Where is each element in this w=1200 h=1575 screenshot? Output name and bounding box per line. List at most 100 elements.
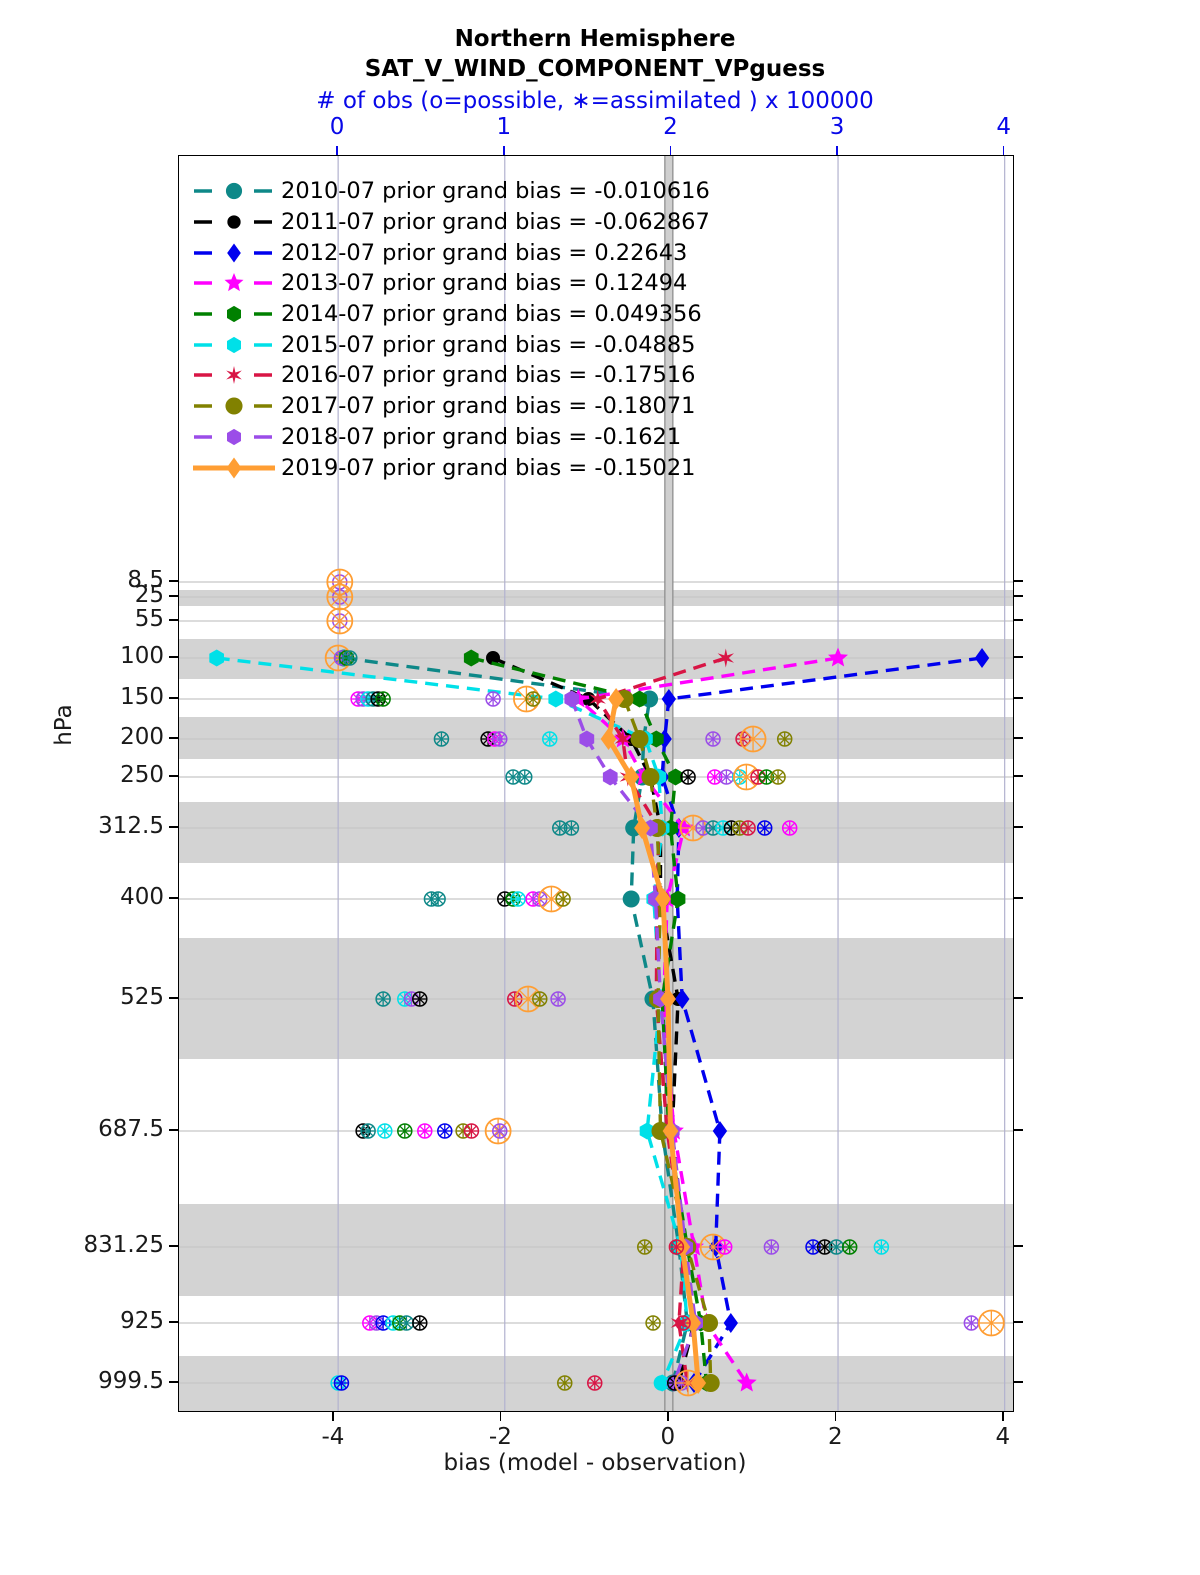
- obs-marker-2012: [437, 1123, 453, 1139]
- layer-shading-band: [179, 717, 1013, 759]
- pressure-tick-label: 525: [120, 984, 164, 1010]
- pressure-tick: [169, 1381, 178, 1383]
- obs-marker-2018: [763, 1239, 780, 1255]
- obs-marker-2019: [326, 607, 354, 635]
- figure-subtitle: SAT_V_WIND_COMPONENT_VPguess: [364, 56, 826, 82]
- obs-marker-2010: [433, 731, 450, 747]
- obs-tick-label: 4: [996, 114, 1011, 140]
- legend-label-2015: 2015-07 prior grand bias = -0.04885: [281, 331, 696, 358]
- layer-shading-band: [179, 1204, 1013, 1296]
- obs-marker-2016: [463, 1123, 480, 1139]
- legend-entry-2010: 2010-07 prior grand bias = -0.010616: [191, 176, 710, 207]
- series-line-2018: [570, 698, 698, 1384]
- pressure-tick: [169, 775, 178, 777]
- legend-sample-2018: [194, 428, 272, 445]
- obs-marker-2018: [550, 991, 566, 1007]
- bias-marker-2016: [589, 689, 606, 709]
- bias-marker-2019: [623, 766, 640, 788]
- pressure-tick-label: 100: [120, 643, 164, 669]
- bias-marker-2017: [651, 1122, 670, 1140]
- obs-marker-2015: [542, 731, 558, 747]
- obs-marker-2014: [375, 691, 391, 707]
- legend-sample-2012: [194, 243, 272, 263]
- bias-marker-2019: [634, 817, 650, 839]
- legend-entry-2015: 2015-07 prior grand bias = -0.04885: [191, 329, 710, 360]
- obs-axis-label: # of obs (o=possible, ∗=assimilated ) x …: [316, 88, 874, 114]
- bias-marker-2016: [717, 648, 734, 668]
- bias-marker-2019: [660, 988, 676, 1010]
- legend-entry-2013: 2013-07 prior grand bias = 0.12494: [191, 268, 710, 299]
- obs-marker-2010: [375, 991, 391, 1007]
- bias-marker-2017: [641, 768, 660, 786]
- pressure-tick: [169, 997, 178, 999]
- obs-marker-2013: [781, 820, 798, 836]
- legend-sample-2019: [193, 457, 275, 478]
- legend-sample-2011: [194, 215, 272, 229]
- legend-label-2017: 2017-07 prior grand bias = -0.18071: [281, 393, 696, 420]
- obs-marker-2019: [977, 1309, 1005, 1337]
- legend-sample-2010: [194, 183, 272, 200]
- bias-marker-2010: [622, 890, 640, 908]
- obs-marker-2017: [770, 769, 786, 785]
- obs-marker-2017: [636, 1239, 653, 1255]
- pressure-tick-right: [1014, 1245, 1023, 1247]
- pressure-tick: [169, 737, 178, 739]
- pressure-tick-right: [1014, 595, 1023, 597]
- legend-marker-2010: [225, 183, 243, 200]
- legend-label-2014: 2014-07 prior grand bias = 0.049356: [281, 301, 702, 328]
- obs-marker-2018: [963, 1315, 980, 1331]
- bias-tick: [667, 1412, 669, 1421]
- obs-marker-2011: [723, 820, 740, 836]
- pressure-tick-right: [1014, 826, 1023, 828]
- obs-marker-2018: [403, 991, 420, 1007]
- obs-marker-2010: [563, 820, 580, 836]
- bias-tick-label: 4: [995, 1424, 1011, 1450]
- bias-axis-label: bias (model - observation): [443, 1450, 747, 1476]
- pressure-tick-label: 312.5: [98, 813, 164, 839]
- bias-tick: [332, 1412, 334, 1421]
- obs-tick-label: 0: [329, 114, 345, 140]
- bias-tick-label: 2: [827, 1424, 843, 1450]
- obs-marker-2015: [377, 1123, 393, 1139]
- legend-entry-2017: 2017-07 prior grand bias = -0.18071: [191, 391, 710, 422]
- bias-marker-2012: [712, 1121, 728, 1141]
- legend-label-2018: 2018-07 prior grand bias = -0.1621: [281, 423, 682, 450]
- bias-marker-2011: [486, 651, 501, 665]
- pressure-tick-label: 200: [120, 724, 164, 750]
- pressure-tick-right: [1014, 1321, 1023, 1323]
- obs-marker-2017: [555, 891, 571, 907]
- bias-marker-2012: [723, 1313, 739, 1333]
- pressure-tick-label: 150: [120, 684, 164, 710]
- series-line-2013: [574, 656, 839, 1384]
- bias-marker-2015: [209, 649, 224, 667]
- obs-marker-2017: [532, 991, 548, 1007]
- obs-tick: [1002, 146, 1005, 155]
- pressure-tick: [169, 1245, 178, 1247]
- bias-tick-label: 0: [660, 1424, 676, 1450]
- bias-marker-2017: [700, 1314, 719, 1332]
- obs-marker-2015: [653, 1375, 670, 1391]
- pressure-tick: [169, 697, 178, 699]
- obs-marker-2017: [525, 691, 541, 707]
- bias-marker-2012: [974, 648, 990, 668]
- legend-entry-2018: 2018-07 prior grand bias = -0.1621: [191, 422, 710, 453]
- pressure-tick-label: 687.5: [98, 1116, 164, 1142]
- pressure-tick-label: 250: [120, 762, 164, 788]
- bias-marker-2017: [701, 1374, 720, 1392]
- obs-marker-2010: [517, 769, 533, 785]
- bias-marker-2014: [463, 649, 479, 667]
- bias-tick: [1002, 1412, 1004, 1421]
- bias-profile-chart: [179, 156, 1013, 1411]
- obs-marker-2010: [342, 650, 358, 666]
- bias-marker-2015: [639, 1122, 655, 1140]
- obs-tick-label: 2: [663, 114, 678, 140]
- bias-marker-2013: [828, 647, 848, 667]
- obs-marker-2016: [668, 1239, 685, 1255]
- obs-marker-2010: [398, 1315, 415, 1331]
- pressure-tick-right: [1014, 619, 1023, 621]
- obs-marker-2015: [510, 891, 526, 907]
- legend-marker-2013: [224, 273, 244, 292]
- bias-marker-2016: [614, 729, 631, 749]
- bias-tick: [499, 1412, 502, 1421]
